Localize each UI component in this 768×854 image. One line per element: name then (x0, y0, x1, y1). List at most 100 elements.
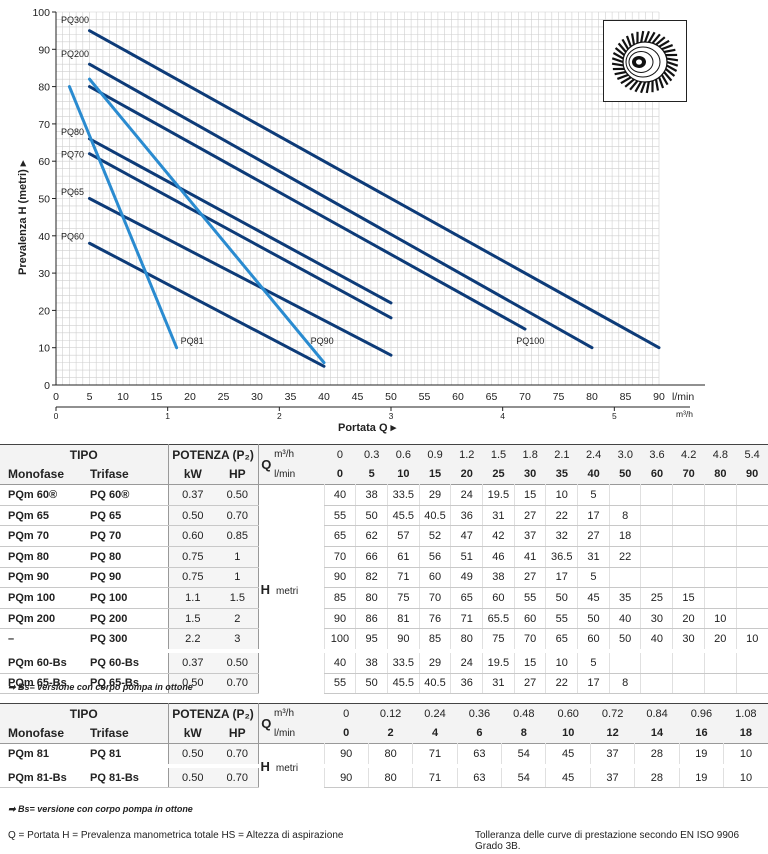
impeller-blade (611, 62, 624, 67)
head-value-cell: 50 (545, 587, 578, 609)
impeller-blade (621, 38, 630, 50)
impeller-blade (640, 81, 647, 94)
head-value-cell: 29 (418, 484, 451, 506)
head-value-cell (703, 525, 737, 547)
m3h-value: 0.72 (601, 707, 624, 720)
head-value-cell: 65.5 (482, 608, 515, 630)
bs-note-1: ➡ Bs= versione con corpo pompa in ottone (8, 682, 193, 692)
impeller-blade (654, 79, 660, 91)
impeller-blade (666, 60, 679, 67)
head-value-cell: 37 (589, 743, 635, 767)
x-tick-label: 55 (419, 391, 431, 403)
table-row: PQm 200 PQ 200 1.5 2 90 86 81 76 71 65.5 60 55 50 40 3… (0, 608, 768, 630)
x-unit-lmin: l/min (672, 391, 694, 403)
monofase-cell: PQm 90 (0, 567, 89, 589)
monofase-cell: PQm 65 (0, 505, 89, 527)
kw-cell: 0.37 (168, 484, 218, 506)
head-value-cell: 55 (323, 673, 356, 695)
head-value-cell (640, 567, 673, 589)
head-value-cell: 85 (323, 587, 356, 609)
impeller-blade (630, 33, 636, 45)
head-value-cell (735, 587, 768, 609)
head-value-cell (735, 567, 768, 589)
head-value-cell (703, 505, 737, 527)
x-tick-label: 30 (251, 391, 263, 403)
head-value-cell: 32 (545, 525, 578, 547)
head-value-cell (703, 587, 737, 609)
impeller-blade (658, 76, 665, 89)
head-value-cell: 60 (482, 587, 515, 609)
head-value-cell: 40 (323, 484, 356, 506)
head-value-cell: 65 (545, 628, 578, 652)
head-value-cell: 71 (386, 567, 420, 589)
y-tick-label: 80 (38, 82, 50, 94)
head-value-cell: 80 (367, 765, 413, 789)
head-value-cell: 27 (513, 505, 546, 527)
hp-cell: 1.5 (217, 587, 259, 609)
head-value-cell: 10 (735, 628, 768, 652)
impeller-blade (616, 73, 629, 80)
impeller-blade (614, 70, 627, 76)
head-value-cell: 33.5 (386, 650, 420, 674)
head-value-cell (672, 650, 705, 674)
head-value-cell (608, 484, 641, 506)
impeller-blade (624, 78, 635, 88)
head-value-cell (703, 546, 737, 568)
y-tick-label: 0 (44, 380, 50, 392)
series-label-pq60: PQ60 (61, 232, 84, 242)
head-value-cell: 40 (323, 650, 356, 674)
head-value-cell: 10 (545, 484, 578, 506)
x-tick-label: 5 (87, 391, 93, 403)
head-value-cell: 70 (418, 587, 451, 609)
series-pq90 (88, 77, 326, 365)
head-value-cell (735, 525, 768, 547)
kw-cell: 0.50 (168, 505, 218, 527)
hp-header-2: HP (217, 723, 259, 744)
lmin-value: 30 (524, 468, 537, 481)
impeller-blade (647, 31, 656, 43)
head-value-cell: 71 (450, 608, 483, 630)
series-label-pq80: PQ80 (61, 127, 84, 137)
impeller-blade (629, 80, 639, 91)
head-value-cell: 41 (513, 546, 546, 568)
m3h-values-2: 0 0.12 0.24 0.36 0.48 0.60 0.72 0.84 0.96 1.08 (324, 704, 768, 724)
impeller-blade (617, 42, 627, 53)
head-value-cell (608, 567, 641, 589)
trifase-cell: PQ 60-Bs (88, 650, 169, 674)
head-value-cell (703, 650, 737, 674)
impeller-blade (612, 52, 624, 60)
lmin-value: 90 (745, 468, 759, 481)
table-row: PQm 100 PQ 100 1.1 1.5 85 80 75 70 65 60 55 50 45 35 2… (0, 587, 768, 609)
impeller-blade (661, 44, 674, 51)
x-tick-label: 35 (285, 391, 297, 403)
kw-cell: 0.50 (168, 673, 218, 695)
table-row: PQm 70 PQ 70 0.60 0.85 65 62 57 52 47 42 37 32 27 18 (0, 525, 768, 547)
hp-cell: 0.50 (217, 650, 259, 674)
impeller-blade (640, 30, 645, 43)
head-value-cell: 36.5 (545, 546, 578, 568)
m3h-unit-2: m³/h (274, 708, 294, 720)
m3h-value: 2.4 (585, 448, 602, 461)
y-tick-label: 100 (32, 7, 50, 19)
head-value-cell (672, 484, 705, 506)
head-value-cell (640, 505, 673, 527)
hp-cell: 0.70 (217, 673, 259, 695)
lmin-value: 8 (520, 727, 527, 740)
footer-legend: Q = Portata H = Prevalenza manometrica t… (8, 830, 344, 841)
series-pq70 (88, 152, 393, 320)
head-value-cell: 75 (482, 628, 515, 652)
m3h-value: 5.4 (744, 448, 760, 461)
head-value-cell: 42 (482, 525, 515, 547)
impeller-blade (663, 48, 676, 54)
head-value-cell: 8 (608, 505, 641, 527)
lmin-value: 14 (650, 727, 664, 740)
y-tick-label: 30 (38, 268, 50, 280)
head-value-cell: 61 (386, 546, 420, 568)
hp-header: HP (217, 464, 259, 485)
y-tick-label: 40 (38, 231, 50, 243)
series-pq100 (88, 85, 527, 331)
table-row: PQm 81-Bs PQ 81-Bs 0.50 0.70 90 80 71 63 54 45 37 2… (0, 765, 768, 789)
head-value-cell: 20 (703, 628, 737, 652)
series-label-pq81: PQ81 (181, 336, 204, 346)
